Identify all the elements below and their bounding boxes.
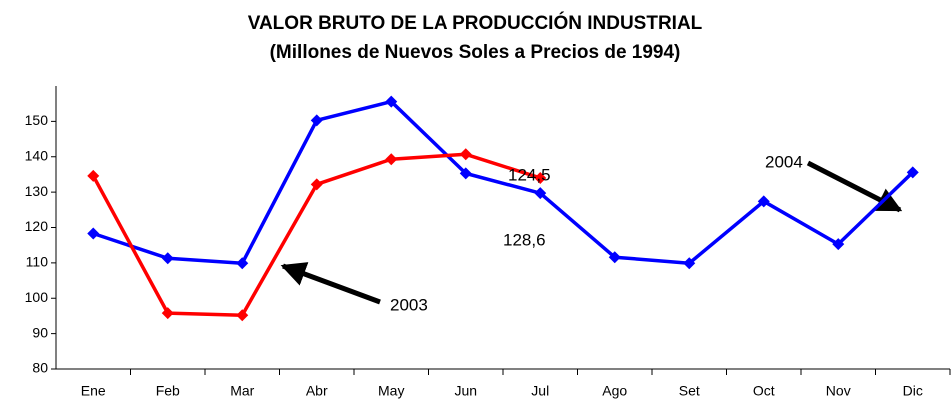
marker [236, 257, 249, 270]
x-tick-label: Dic [903, 383, 923, 399]
series-line [92, 99, 914, 265]
marker [161, 252, 174, 265]
x-tick-label: Abr [306, 383, 328, 399]
y-tick-label: 120 [25, 218, 49, 234]
x-tick-label: Oct [753, 383, 775, 399]
annotation: 128,6 [503, 230, 546, 249]
arrow [280, 262, 381, 305]
y-tick-label: 110 [26, 254, 49, 270]
x-tick-label: Nov [826, 383, 851, 399]
marker [236, 309, 249, 322]
y-tick-label: 90 [32, 324, 48, 340]
chart-title: VALOR BRUTO DE LA PRODUCCIÓN INDUSTRIAL [248, 12, 703, 34]
marker [906, 166, 919, 179]
chart-subtitle: (Millones de Nuevos Soles a Precios de 1… [270, 42, 681, 63]
y-tick-label: 80 [32, 360, 48, 376]
y-tick-label: 130 [25, 183, 49, 199]
marker [385, 95, 398, 108]
marker [459, 167, 472, 180]
marker [534, 187, 547, 200]
marker [161, 307, 174, 320]
x-tick-label: Feb [156, 383, 180, 399]
marker [385, 153, 398, 166]
series-label: 2003 [390, 295, 428, 314]
marker [87, 169, 100, 182]
marker [310, 114, 323, 127]
marker [608, 251, 621, 264]
x-tick-label: Mar [230, 383, 254, 399]
marker [683, 257, 696, 270]
annotation: 124,5 [508, 165, 551, 184]
x-tick-label: May [378, 383, 404, 399]
y-tick-label: 140 [25, 147, 49, 163]
x-tick-label: Ago [602, 383, 627, 399]
marker [310, 178, 323, 191]
marker [459, 148, 472, 161]
x-tick-label: Jun [454, 383, 477, 399]
y-tick-label: 100 [25, 289, 49, 305]
x-tick-label: Ene [81, 383, 106, 399]
marker [87, 227, 100, 240]
x-tick-label: Set [679, 383, 700, 399]
series-label: 2004 [765, 152, 803, 171]
y-tick-label: 150 [25, 112, 49, 128]
marker [832, 238, 845, 251]
arrow [806, 160, 903, 213]
marker [757, 195, 770, 208]
marker [534, 171, 547, 184]
x-tick-label: Jul [531, 383, 549, 399]
